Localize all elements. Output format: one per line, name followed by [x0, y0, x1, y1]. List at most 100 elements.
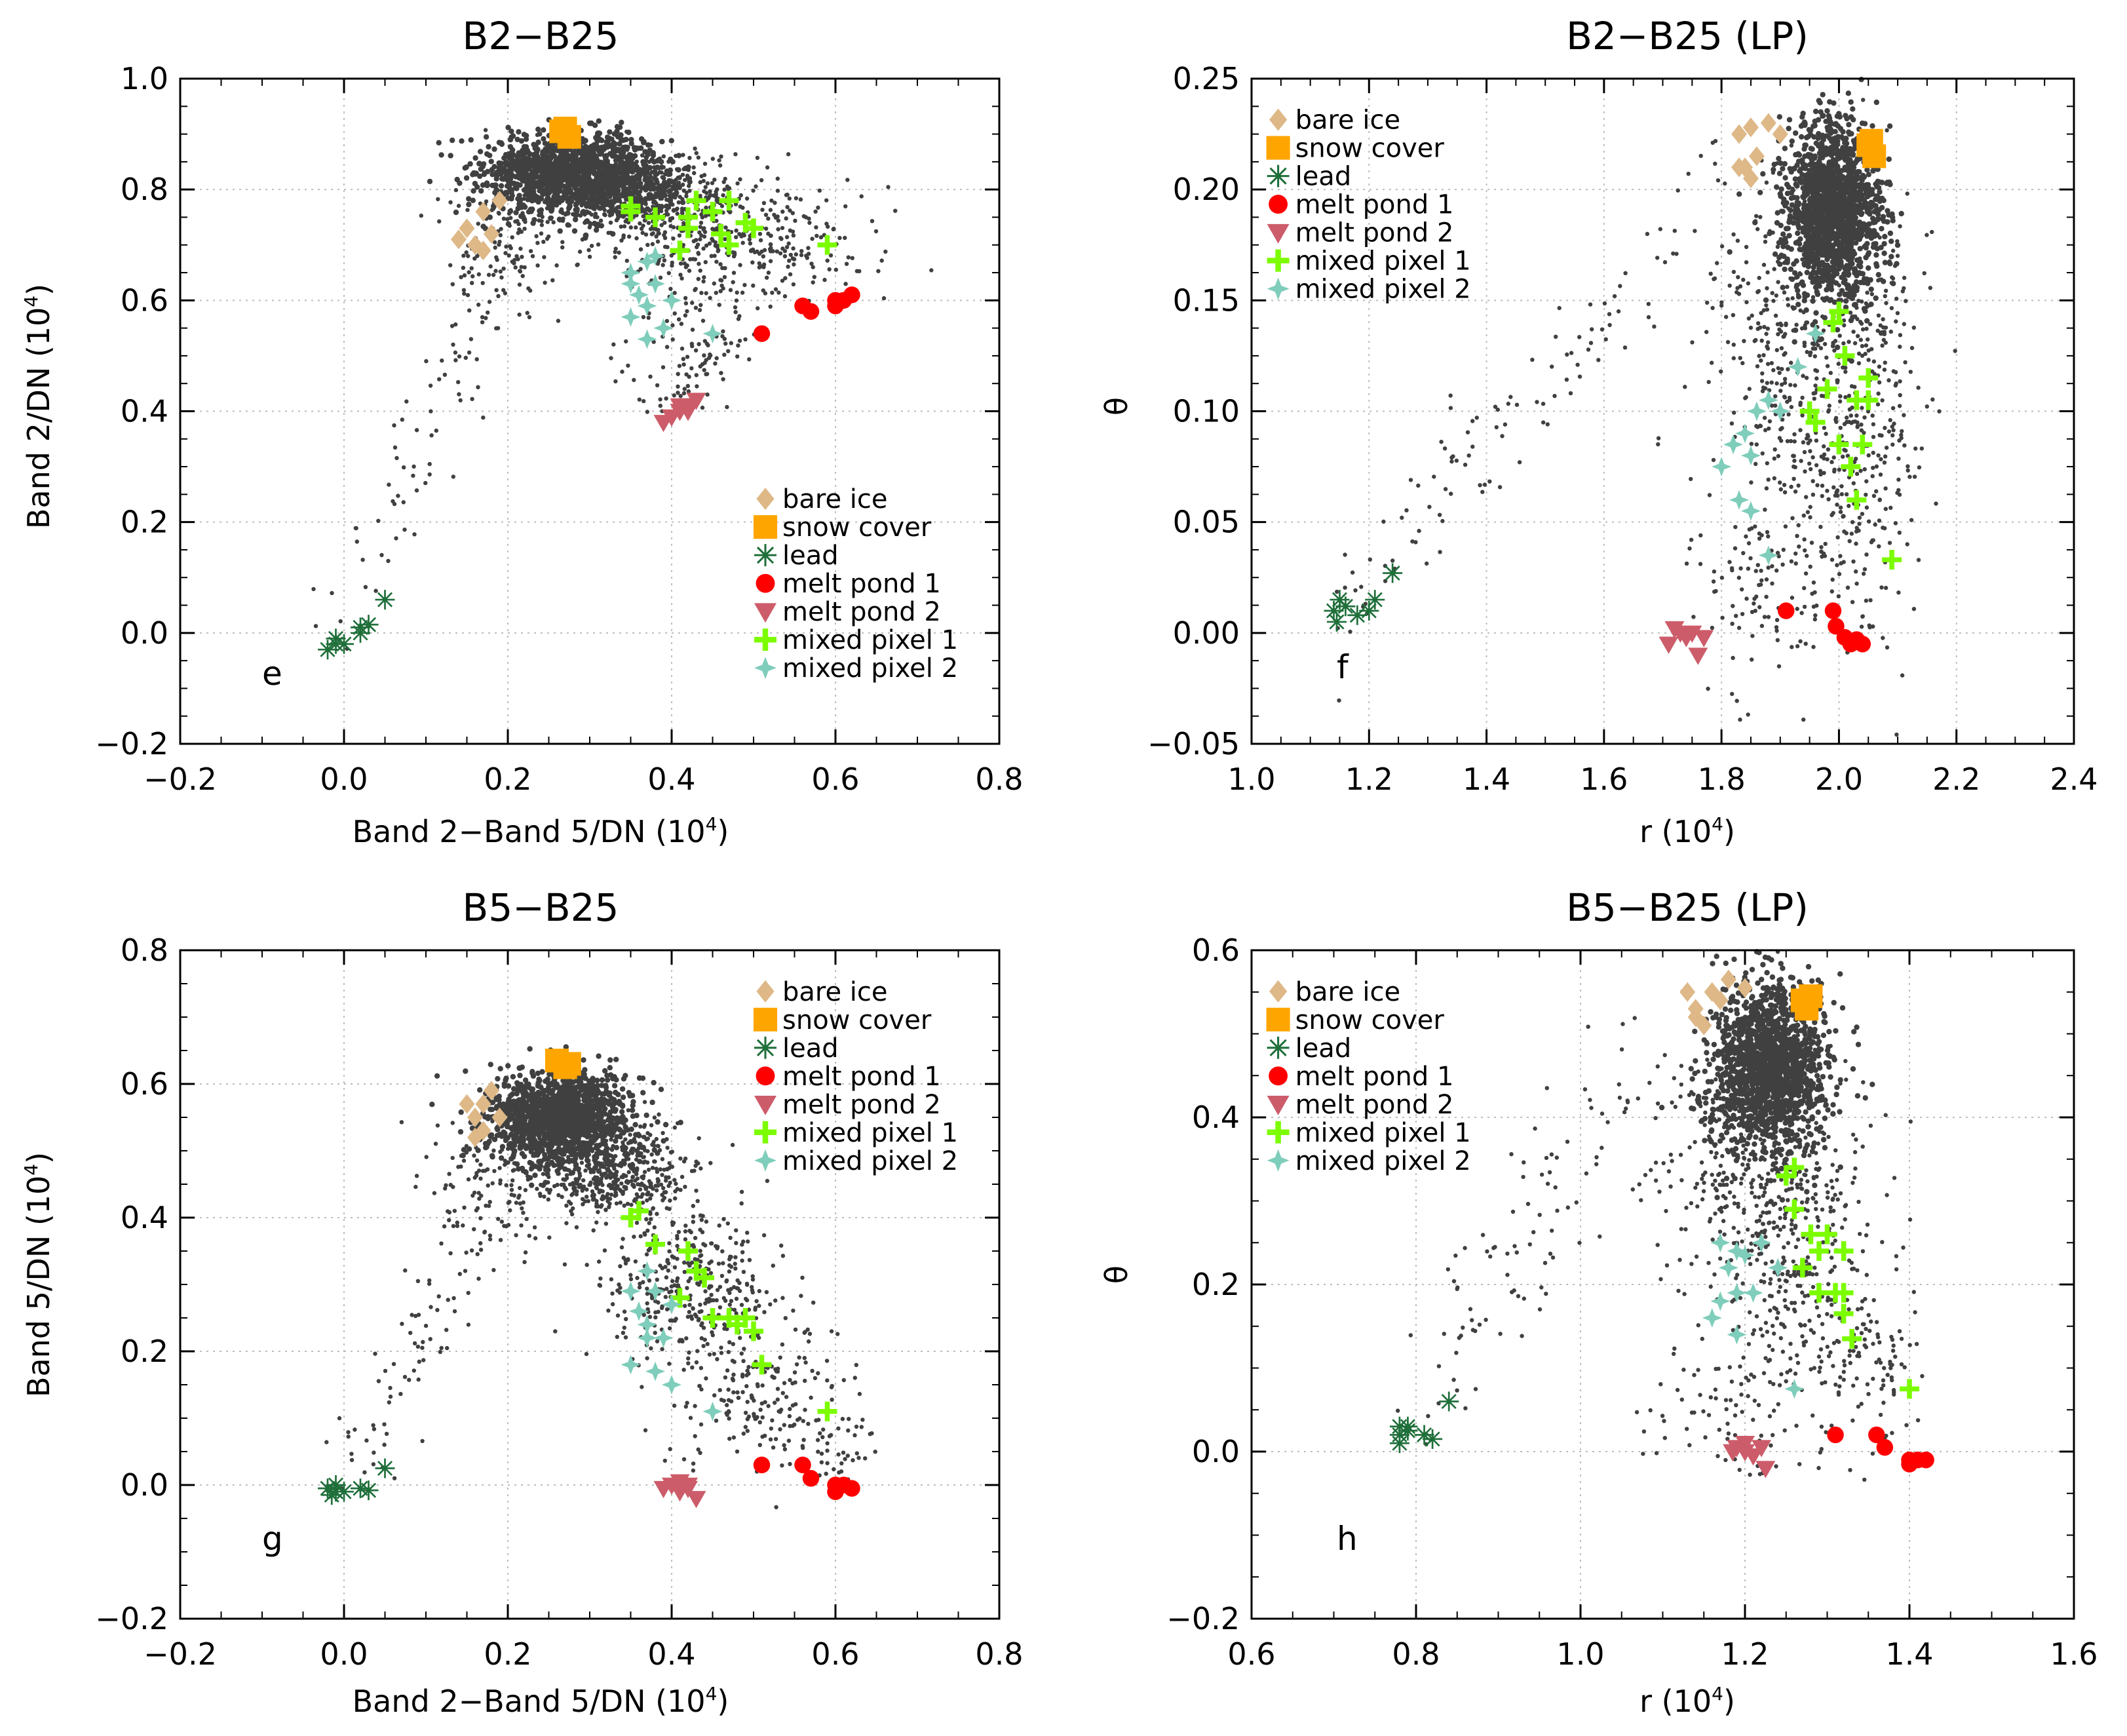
- panel-e-legend-label-bare-ice: bare ice: [782, 484, 888, 514]
- panel-e-cloud-point: [552, 162, 558, 168]
- panel-e-cloud-point: [720, 334, 725, 339]
- panel-e-cloud-point: [448, 263, 453, 267]
- panel-e-cloud-point: [768, 259, 773, 263]
- panel-e-cloud-point: [584, 181, 590, 186]
- panel-e-cloud-point: [723, 341, 728, 346]
- panel-e-cloud-point: [707, 241, 712, 246]
- panel-f-cloud-point: [1815, 249, 1820, 254]
- panel-e-cloud-point: [491, 146, 497, 152]
- panel-e-cloud-point: [496, 160, 502, 166]
- panel-e-cloud-point: [539, 223, 545, 227]
- panel-f-cloud-point: [1757, 189, 1763, 195]
- panel-e-ytick-label: 0.8: [121, 172, 168, 207]
- panel-e-cloud-point: [646, 315, 651, 320]
- panel-f-cloud-point: [1799, 172, 1805, 178]
- panel-f-cloud-point: [1888, 254, 1894, 260]
- panel-e-cloud-point: [528, 209, 533, 214]
- panel-e-cloud-point: [757, 265, 762, 270]
- panel-f-cloud-point: [1763, 239, 1768, 244]
- panel-f-cloud-point: [1883, 294, 1887, 299]
- panel-f-cloud-point: [1843, 246, 1849, 251]
- panel-e-cloud-point: [481, 415, 486, 420]
- panel-e-cloud-point: [733, 310, 738, 315]
- panel-e-cloud-point: [510, 235, 514, 240]
- panel-e-snow-cover-point: [553, 117, 577, 141]
- panel-e-cloud-point: [822, 277, 827, 282]
- panel-e-cloud-point: [763, 212, 769, 217]
- panel-f-cloud-point: [1778, 237, 1783, 241]
- panel-e-cloud-point: [747, 357, 752, 362]
- panel-e-cloud-point: [658, 183, 663, 188]
- panel-e-cloud-point: [742, 282, 747, 288]
- panel-e-cloud-point: [813, 209, 818, 214]
- panel-e-cloud-point: [535, 263, 540, 268]
- panel-e-cloud-point: [693, 146, 697, 151]
- panel-e-cloud-point: [740, 205, 745, 210]
- panel-f-cloud-point: [1845, 90, 1851, 96]
- panel-f-cloud-point: [1830, 195, 1836, 201]
- panel-f-cloud-point: [1819, 142, 1825, 147]
- panel-f-cloud-point: [1884, 301, 1888, 305]
- panel-e-cloud-point: [517, 312, 522, 317]
- panel-e-cloud-point: [694, 373, 699, 377]
- panel-f-cloud-point: [1877, 380, 1882, 385]
- panel-f-cloud-point: [1782, 395, 1788, 400]
- panel-f-cloud-point: [1906, 464, 1910, 469]
- panel-e-cloud-point: [714, 290, 719, 295]
- panel-e-cloud-point: [814, 225, 818, 230]
- panel-e-cloud-point: [493, 187, 499, 193]
- panel-e-cloud-point: [591, 184, 596, 189]
- panel-e-cloud-point: [477, 173, 483, 180]
- panel-f-cloud-point: [1879, 225, 1885, 232]
- panel-e-cloud-point: [721, 193, 725, 198]
- panel-e-cloud-point: [661, 165, 666, 170]
- panel-f-cloud-point: [1764, 486, 1769, 491]
- panel-f-cloud-point: [1835, 535, 1840, 540]
- panel-e-cloud-point: [548, 197, 554, 204]
- panel-f-cloud-point: [1845, 585, 1850, 590]
- panel-f-cloud-point: [1767, 426, 1771, 431]
- panel-e-xtick-label: 0.2: [484, 762, 531, 797]
- panel-e-cloud-point: [710, 157, 716, 161]
- panel-e-cloud-point: [532, 194, 537, 199]
- panel-f-cloud-point: [1925, 233, 1929, 237]
- panel-e-cloud-point: [551, 220, 556, 225]
- panel-e-cloud-point: [457, 354, 462, 359]
- panel-f-cloud-point: [1847, 539, 1852, 543]
- panel-e-cloud-point: [470, 197, 476, 203]
- panel-e-cloud-point: [624, 339, 628, 344]
- panel-f-cloud-point: [1863, 254, 1869, 261]
- panel-f-cloud-point: [1800, 413, 1805, 417]
- panel-f-cloud-point: [1798, 180, 1805, 185]
- panel-e-cloud-point: [577, 148, 583, 154]
- panel-e-cloud-point: [467, 350, 472, 355]
- panel-e-cloud-point: [374, 588, 378, 593]
- panel-e-cloud-point: [682, 387, 687, 391]
- panel-e-cloud-point: [723, 237, 727, 242]
- panel-f-cloud-point: [1845, 208, 1850, 214]
- panel-f-cloud-point: [1860, 406, 1864, 410]
- panel-e-cloud-point: [647, 159, 652, 164]
- panel-e-cloud-point: [734, 228, 738, 233]
- panel-e-cloud-point: [588, 223, 592, 227]
- panel-e-cloud-point: [535, 241, 540, 245]
- panel-e-cloud-point: [480, 280, 485, 286]
- panel-e-cloud-point: [678, 184, 683, 189]
- panel-e-cloud-point: [560, 211, 565, 216]
- panel-f-cloud-point: [1777, 191, 1783, 197]
- panel-e-cloud-point: [666, 179, 672, 184]
- panel-e-cloud-point: [573, 216, 579, 223]
- panel-e-cloud-point: [514, 136, 520, 142]
- panel-e-cloud-point: [638, 145, 644, 151]
- panel-e-cloud-point: [400, 417, 404, 422]
- panel-f-cloud-point: [1715, 261, 1719, 265]
- panel-e-cloud-point: [598, 223, 605, 229]
- panel-f-cloud-point: [1869, 123, 1875, 129]
- panel-e-cloud-point: [518, 197, 523, 201]
- panel-e-cloud-point: [392, 501, 397, 507]
- panel-f-cloud-point: [1771, 298, 1776, 303]
- panel-e-cloud-point: [694, 151, 699, 155]
- panel-f-cloud-point: [1893, 521, 1898, 526]
- panel-f-cloud-point: [1795, 151, 1801, 157]
- panel-e-cloud-point: [470, 188, 476, 193]
